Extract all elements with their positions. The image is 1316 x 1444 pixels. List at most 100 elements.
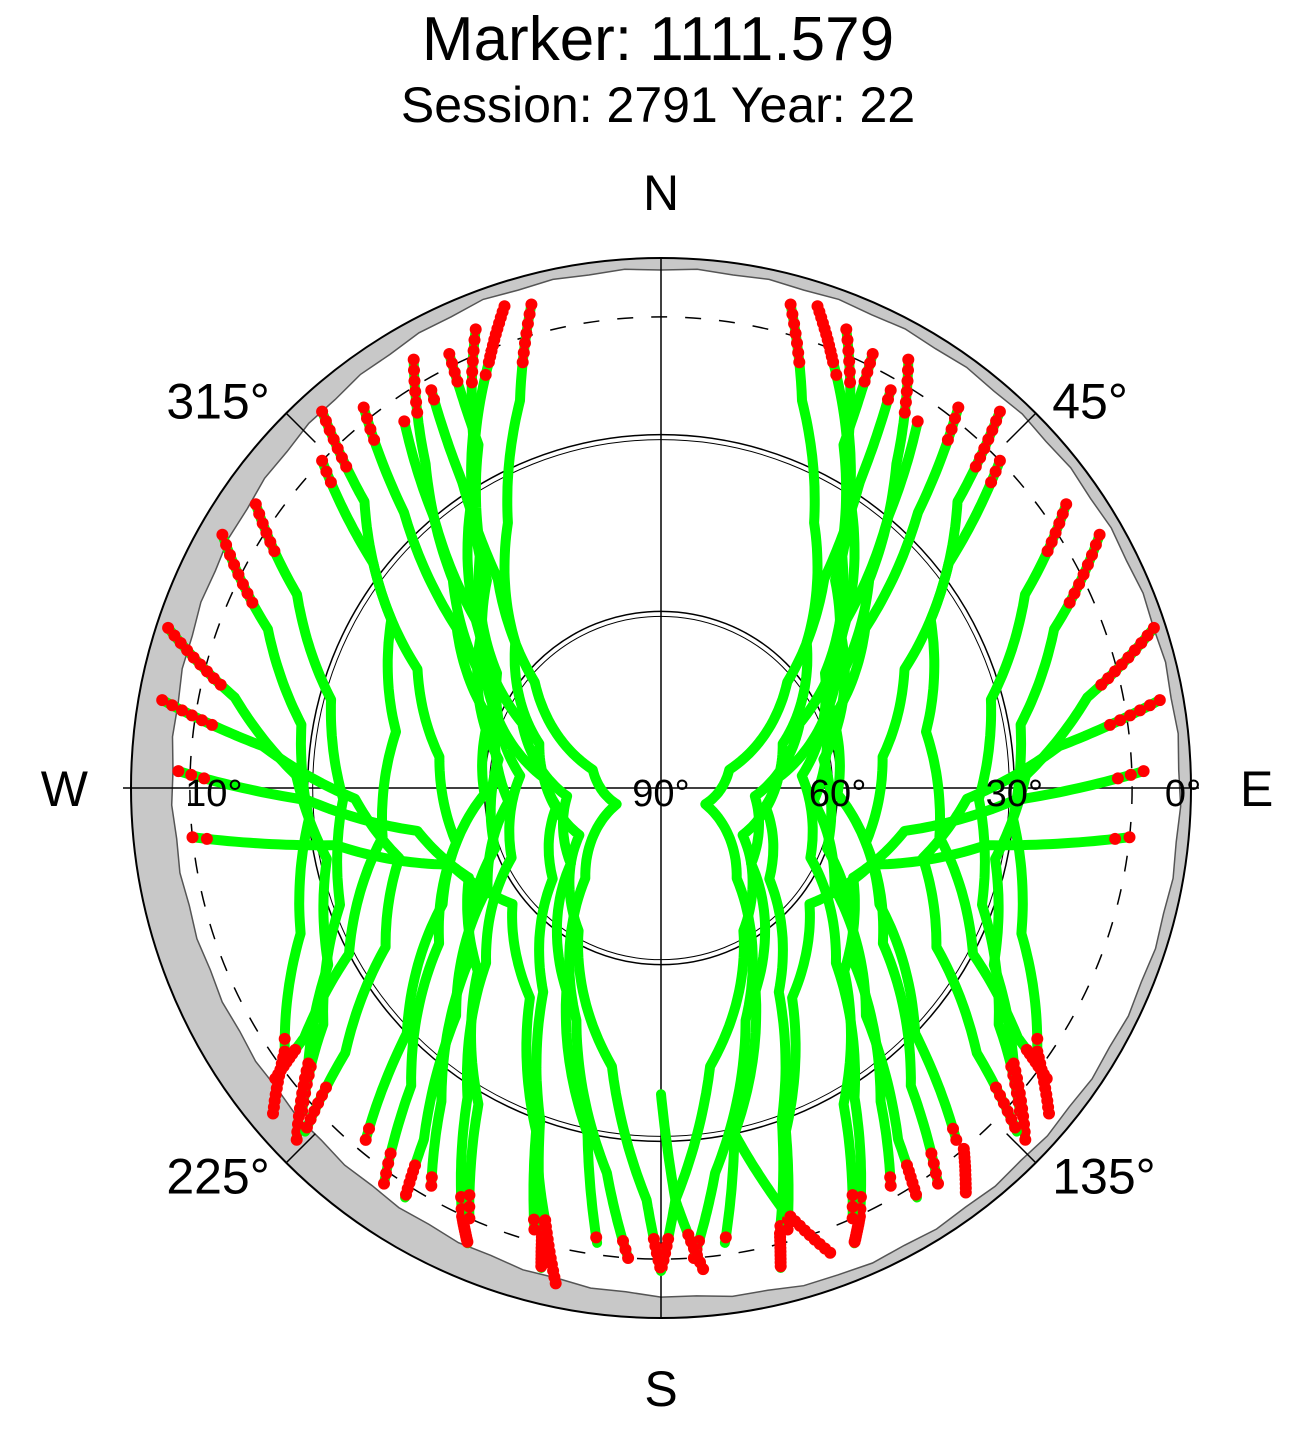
low-elevation-point [264, 536, 277, 548]
low-elevation-point [463, 1200, 476, 1213]
low-elevation-point [1134, 704, 1146, 717]
track-line [360, 349, 500, 1145]
low-elevation-point [249, 498, 262, 511]
low-elevation-point [520, 327, 533, 340]
low-elevation-point [528, 1223, 541, 1236]
cardinal-east: E [1240, 761, 1273, 817]
low-elevation-point [410, 396, 423, 409]
low-elevation-point [959, 1186, 972, 1199]
low-elevation-point [969, 460, 982, 473]
low-elevation-point [236, 578, 249, 591]
low-elevation-point [900, 385, 913, 398]
satellite-track-4 [808, 401, 965, 1203]
low-elevation-point [1124, 709, 1137, 722]
satellite-tracks [156, 298, 1166, 1290]
low-elevation-point [172, 765, 185, 778]
low-elevation-point [911, 415, 924, 428]
low-elevation-point [952, 401, 965, 414]
low-elevation-point [411, 406, 424, 419]
satellite-track-31 [269, 405, 401, 1085]
low-elevation-point [1063, 596, 1076, 609]
low-elevation-point [846, 1200, 859, 1213]
low-elevation-point [1040, 1072, 1053, 1085]
low-elevation-point [990, 415, 1003, 427]
low-elevation-point [1123, 831, 1136, 844]
low-elevation-point [331, 442, 344, 455]
low-elevation-point [528, 1213, 540, 1226]
low-elevation-point [523, 308, 536, 321]
track-line [780, 832, 1135, 1235]
low-elevation-point [364, 423, 377, 436]
cardinal-north: N [643, 165, 679, 221]
low-elevation-point [1031, 1032, 1044, 1045]
low-elevation-point [195, 714, 208, 727]
low-elevation-point [1068, 587, 1081, 600]
low-elevation-point [382, 1157, 395, 1170]
low-elevation-point [982, 433, 995, 446]
low-elevation-point [361, 412, 373, 425]
cardinal-south: S [644, 1361, 677, 1417]
low-elevation-point [841, 334, 854, 346]
low-elevation-point [428, 393, 440, 406]
low-elevation-point [1114, 714, 1127, 727]
track-line [426, 301, 510, 1191]
azimuth-tick-225 [285, 1133, 316, 1164]
low-elevation-point [400, 1188, 412, 1201]
azimuth-tick-315 [285, 412, 316, 443]
low-elevation-point [482, 356, 495, 369]
low-elevation-point [224, 549, 236, 561]
low-elevation-point [463, 1189, 476, 1202]
low-elevation-point [516, 356, 529, 369]
low-elevation-point [256, 517, 269, 530]
low-elevation-point [846, 1189, 859, 1202]
low-elevation-point [549, 1277, 562, 1290]
low-elevation-point [198, 772, 211, 785]
low-elevation-point [654, 1261, 667, 1274]
low-elevation-point [884, 1171, 897, 1184]
low-elevation-point [824, 1246, 837, 1259]
satellite-track-20 [357, 401, 514, 1203]
low-elevation-point [278, 1032, 291, 1045]
azimuth-label-225: 225° [166, 1148, 269, 1204]
low-elevation-point [253, 507, 266, 520]
low-elevation-point [443, 348, 456, 360]
low-elevation-point [1077, 568, 1090, 581]
low-elevation-point [843, 365, 856, 378]
low-elevation-point [409, 385, 422, 398]
low-elevation-point [898, 406, 911, 419]
low-elevation-point [425, 1179, 438, 1192]
low-elevation-point [176, 704, 188, 717]
low-elevation-point [479, 368, 492, 381]
low-elevation-point [719, 1231, 732, 1244]
low-elevation-point [521, 317, 534, 330]
low-elevation-point [357, 401, 370, 414]
low-elevation-point [467, 344, 480, 357]
elevation-label-10: 10° [185, 773, 242, 815]
low-elevation-point [241, 587, 254, 600]
low-elevation-point [793, 356, 806, 369]
track-line [973, 499, 1072, 1117]
low-elevation-point [830, 368, 843, 381]
low-elevation-point [985, 476, 998, 489]
low-elevation-point [1086, 549, 1098, 561]
low-elevation-point [319, 415, 332, 427]
low-elevation-point [786, 308, 799, 321]
low-elevation-point [316, 405, 329, 418]
cardinal-west: W [41, 761, 89, 817]
low-elevation-point [910, 1188, 922, 1201]
satellite-track-30 [425, 300, 511, 1192]
low-elevation-point [268, 545, 281, 558]
low-elevation-point [1109, 832, 1122, 845]
low-elevation-point [884, 384, 897, 397]
low-elevation-point [848, 1235, 861, 1248]
track-line [250, 499, 349, 1117]
low-elevation-point [166, 699, 179, 712]
azimuth-label-315: 315° [166, 374, 269, 430]
low-elevation-point [461, 1235, 474, 1248]
satellite-track-34 [729, 1128, 837, 1259]
low-elevation-point [469, 323, 482, 336]
low-elevation-point [842, 344, 855, 357]
low-elevation-point [784, 298, 797, 311]
low-elevation-point [186, 831, 199, 844]
low-elevation-point [846, 1212, 859, 1225]
